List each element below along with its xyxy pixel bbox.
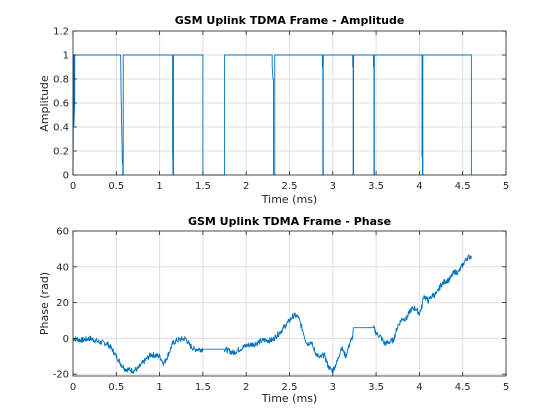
amplitude-x-tick-label: 3.5 bbox=[368, 181, 384, 192]
amplitude-y-tick-label: 0.8 bbox=[53, 75, 69, 86]
amplitude-x-tick-label: 2 bbox=[243, 181, 249, 192]
phase-x-tick-label: 0 bbox=[70, 382, 76, 393]
phase-x-ticks: 0 0.5 1 1.5 2 2.5 3 3.5 4 4.5 5 bbox=[70, 231, 509, 393]
amplitude-x-tick-label: 0.5 bbox=[108, 181, 124, 192]
phase-x-tick-label: 4 bbox=[416, 382, 422, 393]
amplitude-y-tick-label: 0.4 bbox=[53, 123, 69, 134]
amplitude-y-tick-label: 1 bbox=[63, 51, 69, 62]
phase-y-tick-label: 60 bbox=[56, 227, 69, 238]
phase-x-axis-label: Time (ms) bbox=[261, 392, 317, 405]
amplitude-x-tick-label: 2.5 bbox=[282, 181, 298, 192]
phase-x-tick-label: 3 bbox=[330, 382, 336, 393]
amplitude-x-tick-label: 0 bbox=[70, 181, 76, 192]
amplitude-y-axis-label: Amplitude bbox=[38, 75, 51, 132]
phase-x-tick-label: 4.5 bbox=[455, 382, 471, 393]
phase-x-tick-label: 0.5 bbox=[108, 382, 124, 393]
phase-y-tick-label: 0 bbox=[63, 334, 69, 345]
phase-x-tick-label: 1 bbox=[156, 382, 162, 393]
phase-x-tick-label: 3.5 bbox=[368, 382, 384, 393]
phase-x-tick-label: 5 bbox=[503, 382, 509, 393]
amplitude-x-tick-label: 5 bbox=[503, 181, 509, 192]
phase-y-tick-label: 20 bbox=[56, 298, 69, 309]
amplitude-y-ticks: 0 0.2 0.4 0.6 0.8 1 1.2 bbox=[53, 27, 506, 182]
amplitude-x-tick-label: 3 bbox=[330, 181, 336, 192]
phase-trace bbox=[72, 254, 472, 374]
phase-series-line bbox=[72, 254, 472, 374]
amplitude-axes: 0 0.5 1 1.5 2 2.5 3 3.5 4 4.5 5 00.20.40.60.811.2 … bbox=[38, 14, 509, 206]
amplitude-x-tick-label: 1 bbox=[156, 181, 162, 192]
phase-y-axis-label: Phase (rad) bbox=[38, 272, 51, 335]
amplitude-y-tick-label: 1.2 bbox=[53, 27, 69, 38]
amplitude-x-tick-label: 1.5 bbox=[195, 181, 211, 192]
phase-x-tick-label: 2.5 bbox=[282, 382, 298, 393]
phase-y-ticks: -20 0 20 40 60 bbox=[53, 227, 506, 381]
amplitude-x-axis-label: Time (ms) bbox=[261, 193, 317, 206]
amplitude-x-ticks: 0 0.5 1 1.5 2 2.5 3 3.5 4 4.5 5 bbox=[70, 31, 509, 192]
amplitude-y-tick-label: 0.2 bbox=[53, 147, 69, 158]
phase-y-tick-label: 40 bbox=[56, 262, 69, 273]
phase-x-tick-label: 2 bbox=[243, 382, 249, 393]
phase-x-tick-label: 1.5 bbox=[195, 382, 211, 393]
amplitude-y-tick-label: 0 bbox=[63, 171, 69, 182]
phase-chart-title: GSM Uplink TDMA Frame - Phase bbox=[188, 215, 391, 228]
amplitude-y-tick-label: 0.6 bbox=[53, 99, 69, 110]
phase-y-tick-label: -20 bbox=[53, 370, 69, 381]
amplitude-x-tick-label: 4 bbox=[416, 181, 422, 192]
amplitude-x-tick-label: 4.5 bbox=[455, 181, 471, 192]
amplitude-chart-title: GSM Uplink TDMA Frame - Amplitude bbox=[175, 14, 405, 27]
